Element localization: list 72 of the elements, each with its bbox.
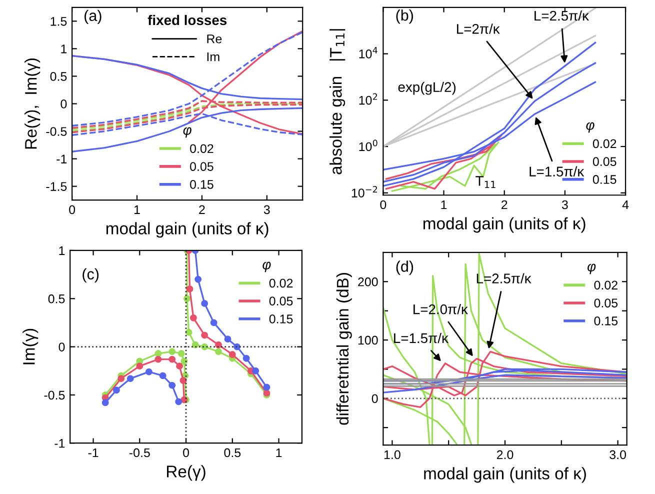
annotation: Re: [207, 34, 222, 44]
y-tick-label: 0: [372, 394, 378, 404]
x-tick-label: -1: [88, 448, 98, 458]
x-tick-label: 0: [183, 448, 190, 458]
legend-label: 0.02: [269, 278, 293, 288]
y-tick-label: -1: [54, 439, 65, 448]
x-axis-title: modal gain (units of κ): [423, 217, 586, 233]
x-tick-label: 2.0: [496, 450, 514, 460]
y-tick-label: 100: [358, 336, 378, 345]
x-tick-label: 4: [622, 200, 629, 210]
y-tick-label: 1.5: [50, 17, 67, 26]
legend-label: 0.15: [269, 314, 293, 324]
y-tick-label: 10$^{0}$: [359, 140, 378, 152]
annotation: exp(gL/2): [398, 82, 456, 95]
x-axis-title: Re(γ): [167, 465, 206, 481]
y-tick-label: 0: [58, 342, 65, 352]
x-tick-label: 0: [380, 200, 386, 210]
annotation: L=2π/κ: [457, 24, 500, 34]
annotation: L=1.5π/κ: [530, 166, 584, 176]
y-tick-label: -0.5: [44, 390, 65, 400]
x-tick-label: 1: [441, 200, 447, 210]
x-tick-label: 1: [276, 448, 282, 458]
legend-title: φ: [588, 264, 596, 274]
x-axis-title: modal gain (units of κ): [424, 467, 586, 483]
y-tick-label: 0.5: [50, 72, 67, 81]
legend-label: 0.05: [269, 296, 293, 306]
x-tick-label: 2: [199, 205, 205, 214]
annotation: (a): [84, 10, 102, 24]
annotation: T$_{11}$: [476, 176, 496, 188]
legend-title: φ: [262, 262, 271, 272]
x-tick-label: 0: [69, 205, 76, 214]
x-tick-label: 3: [264, 205, 270, 214]
legend-label: 0.15: [592, 175, 616, 184]
y-tick-label: 10$^{2}$: [359, 93, 378, 105]
legend-label: 0.05: [592, 157, 616, 166]
legend-title: φ: [183, 127, 192, 138]
y-tick-label: 1: [59, 246, 65, 255]
legend-label: 0.02: [190, 144, 214, 154]
x-axis-title: modal gain (units of κ): [106, 222, 268, 238]
y-axis-title: differetntial gain (dB): [336, 273, 352, 425]
annotation: (d): [396, 260, 414, 275]
y-tick-label: -0.5: [46, 127, 67, 136]
annotation: L=2.5π/κ: [534, 10, 589, 21]
legend-label: 0.15: [594, 316, 618, 326]
y-tick-label: -1: [56, 154, 67, 164]
legend-label: 0.15: [190, 180, 214, 189]
y-tick-label: 0.5: [48, 294, 65, 304]
annotation: (c): [82, 268, 99, 283]
annotation: Im: [207, 52, 220, 62]
x-tick-label: 0.5: [224, 448, 241, 458]
y-tick-label: 10$^{−2}$: [352, 186, 377, 198]
x-tick-label: 3: [562, 200, 568, 210]
annotation: (b): [396, 9, 414, 24]
x-tick-label: 1: [134, 205, 140, 214]
legend-label: 0.05: [594, 298, 618, 308]
y-tick-label: -1.5: [46, 182, 67, 191]
x-tick-label: 3.0: [610, 450, 626, 460]
y-axis-title: Im(γ): [22, 328, 38, 364]
y-tick-label: 0: [60, 100, 67, 108]
x-tick-label: 2: [502, 200, 508, 210]
y-tick-label: 10$^{4}$: [359, 47, 378, 58]
legend-label: 0.02: [594, 280, 618, 290]
x-tick-label: 1.0: [384, 450, 400, 460]
legend-label: 0.05: [190, 162, 214, 171]
y-tick-label: 1: [61, 44, 67, 54]
x-tick-label: -0.5: [129, 448, 150, 458]
y-tick-label: 200: [358, 277, 378, 286]
annotation: fixed losses: [148, 14, 227, 26]
legend-title: φ: [586, 122, 594, 133]
y-axis-title: absolute gain |T$_{11}$|: [330, 29, 346, 174]
y-axis-title: Re(γ), Im(γ): [24, 58, 40, 149]
legend-label: 0.02: [592, 139, 616, 148]
